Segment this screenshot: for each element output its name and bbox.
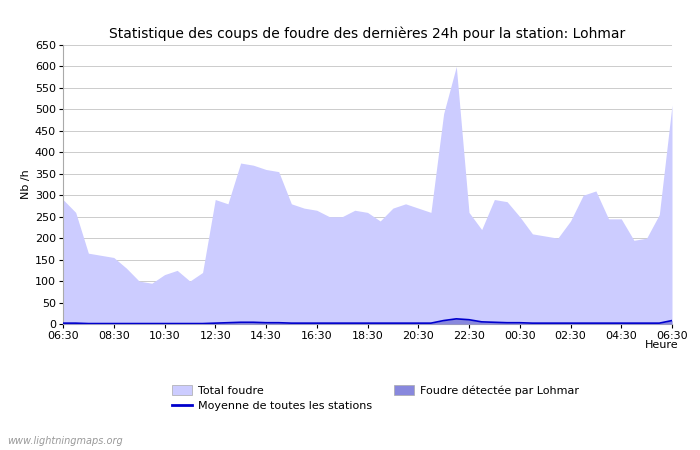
Title: Statistique des coups de foudre des dernières 24h pour la station: Lohmar: Statistique des coups de foudre des dern… <box>109 27 626 41</box>
Text: www.lightningmaps.org: www.lightningmaps.org <box>7 436 122 446</box>
Text: Heure: Heure <box>645 340 679 350</box>
Y-axis label: Nb /h: Nb /h <box>21 170 31 199</box>
Legend: Total foudre, Moyenne de toutes les stations, Foudre détectée par Lohmar: Total foudre, Moyenne de toutes les stat… <box>172 385 578 411</box>
